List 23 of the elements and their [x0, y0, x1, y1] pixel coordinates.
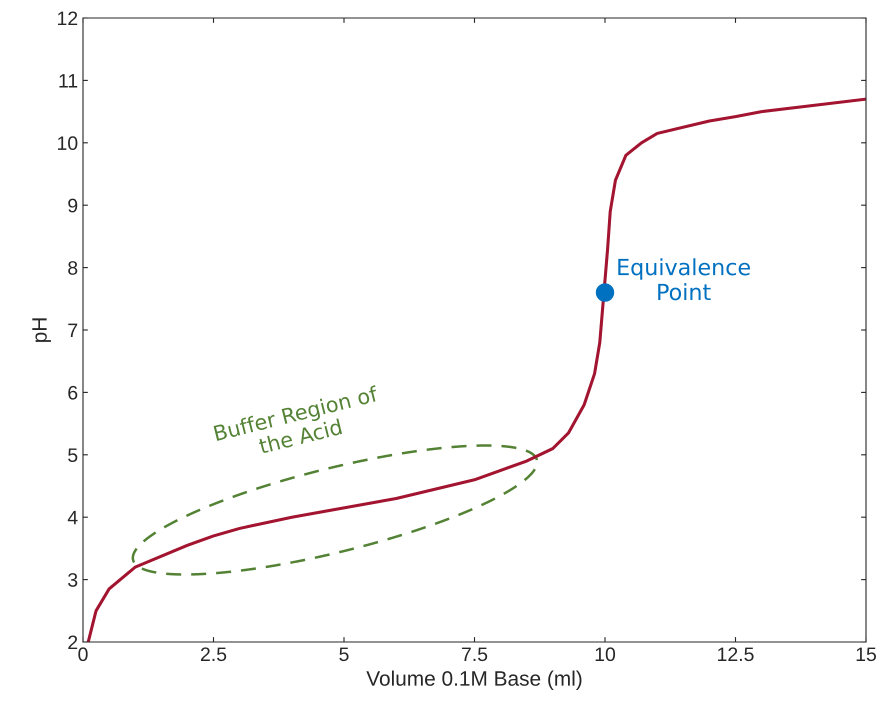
y-tick-label: 9	[68, 198, 78, 212]
y-tick-label: 4	[68, 510, 78, 524]
x-tick-label: 10	[596, 647, 616, 662]
y-tick-label: 5	[68, 448, 78, 462]
y-tick-label: 12	[58, 11, 78, 26]
y-tick-label: 8	[68, 261, 78, 275]
x-tick-label: 15	[856, 648, 876, 662]
y-axis-title: pH	[32, 318, 51, 342]
x-axis-title: Volume 0.1M Base (ml)	[366, 670, 582, 690]
x-tick-label: 12.5	[718, 647, 754, 662]
x-tick-label: 2.5	[200, 647, 226, 662]
y-tick-label: 2	[68, 635, 78, 650]
y-tick-label: 6	[68, 386, 78, 400]
annotation: Buffer Region of the Acid	[213, 385, 380, 454]
annotation: Equivalence Point	[618, 258, 750, 300]
line-series	[86, 98, 866, 642]
x-tick-label: 7.5	[462, 648, 488, 662]
x-tick-label: 0	[78, 647, 88, 662]
y-tick-label: 10	[58, 136, 78, 150]
y-tick-label: 11	[59, 74, 78, 88]
y-tick-label: 3	[68, 573, 78, 587]
y-tick-label: 7	[68, 324, 78, 338]
x-tick-label: 5	[339, 648, 349, 662]
